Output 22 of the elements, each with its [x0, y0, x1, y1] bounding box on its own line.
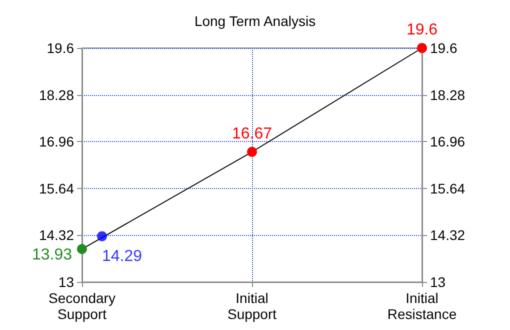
y2-tick-label: 13	[430, 274, 446, 290]
y-tick-label: 18.28	[38, 86, 74, 103]
x-tick-label: Secondary Support	[48, 290, 116, 322]
y2-tick-label: 14.32	[430, 227, 466, 244]
y2-tick-label: 18.28	[430, 86, 466, 103]
y-tick-label: 15.64	[38, 180, 74, 196]
x-tick-label: Initial Resistance	[387, 290, 457, 322]
point	[247, 146, 257, 157]
data-label: 16.67	[232, 125, 272, 142]
y2-tick-label: 15.64	[430, 180, 466, 196]
data-label: 19.6	[406, 22, 438, 38]
y-tick-label: 16.96	[38, 134, 74, 150]
data-label: 14.29	[102, 248, 142, 265]
y-tick-label: 19.6	[46, 40, 74, 56]
y-tick-label: 14.32	[38, 227, 74, 244]
x-tick-label: Initial Support	[227, 290, 277, 322]
data-label: 13.93	[32, 246, 72, 264]
point	[77, 244, 87, 254]
y2-tick-label: 16.96	[430, 134, 466, 150]
chart-title: Long Term Analysis	[194, 13, 316, 29]
y-tick-label: 13	[58, 274, 74, 290]
y2-tick-label: 19.6	[430, 40, 458, 56]
